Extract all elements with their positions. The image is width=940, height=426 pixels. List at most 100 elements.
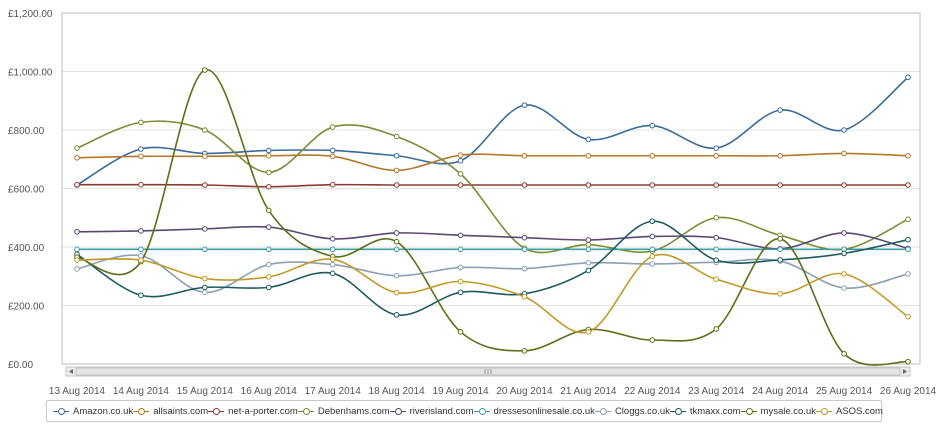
data-point[interactable] (393, 167, 400, 174)
data-point[interactable] (393, 182, 400, 188)
data-point[interactable] (329, 270, 336, 277)
data-point[interactable] (393, 133, 400, 140)
data-point[interactable] (265, 274, 272, 280)
data-point[interactable] (393, 246, 400, 253)
data-point[interactable] (585, 152, 592, 159)
data-point[interactable] (138, 153, 144, 160)
data-point[interactable] (521, 234, 528, 241)
data-point[interactable] (841, 271, 847, 277)
data-point[interactable] (202, 226, 208, 232)
data-point[interactable] (393, 272, 400, 279)
legend-item[interactable]: Cloggs.co.uk (594, 406, 670, 417)
data-point[interactable] (841, 182, 847, 188)
data-point[interactable] (585, 267, 592, 274)
data-point[interactable] (649, 182, 656, 188)
data-point[interactable] (202, 289, 208, 296)
data-point[interactable] (138, 257, 144, 263)
data-point[interactable] (457, 246, 464, 253)
data-point[interactable] (457, 152, 464, 158)
data-point[interactable] (585, 329, 592, 335)
legend-item[interactable]: tkmaxx.com (669, 406, 741, 417)
data-point[interactable] (265, 183, 272, 190)
data-point[interactable] (713, 234, 720, 241)
data-point[interactable] (265, 246, 272, 253)
data-point[interactable] (329, 261, 336, 268)
data-point[interactable] (777, 236, 783, 242)
data-point[interactable] (521, 152, 528, 159)
data-point[interactable] (265, 147, 272, 154)
data-point[interactable] (138, 181, 144, 188)
data-point[interactable] (713, 257, 720, 263)
data-point[interactable] (905, 152, 911, 159)
legend-item[interactable]: mysale.co.uk (740, 406, 816, 417)
data-point[interactable] (265, 169, 272, 176)
data-point[interactable] (393, 312, 400, 318)
data-point[interactable] (457, 289, 464, 296)
data-point[interactable] (393, 152, 400, 159)
data-point[interactable] (457, 278, 464, 285)
data-point[interactable] (585, 259, 592, 266)
data-point[interactable] (841, 350, 847, 357)
data-point[interactable] (74, 246, 80, 253)
data-point[interactable] (649, 261, 656, 267)
data-point[interactable] (585, 136, 592, 143)
data-point[interactable] (649, 218, 656, 225)
data-point[interactable] (202, 127, 208, 133)
data-point[interactable] (585, 241, 592, 248)
data-point[interactable] (585, 182, 592, 188)
data-point[interactable] (905, 236, 911, 243)
data-point[interactable] (202, 284, 208, 291)
data-point[interactable] (777, 257, 783, 263)
data-point[interactable] (777, 107, 783, 113)
data-point[interactable] (457, 329, 464, 335)
legend-item[interactable]: Amazon.co.uk (53, 406, 133, 417)
legend-item[interactable]: allsaints.com (133, 406, 208, 417)
data-point[interactable] (649, 246, 656, 253)
legend-item[interactable]: ASOS.com (815, 406, 883, 417)
data-point[interactable] (329, 147, 336, 154)
data-point[interactable] (905, 313, 911, 320)
data-point[interactable] (841, 285, 847, 291)
legend-item[interactable]: dressesonlinesale.co.uk (473, 406, 595, 417)
data-point[interactable] (329, 153, 336, 160)
legend-item[interactable]: riverisland.com (389, 406, 474, 417)
data-point[interactable] (649, 233, 656, 240)
data-point[interactable] (329, 236, 336, 242)
data-point[interactable] (649, 122, 656, 129)
data-point[interactable] (74, 257, 80, 263)
data-point[interactable] (777, 182, 783, 188)
data-point[interactable] (329, 124, 336, 130)
legend-item[interactable]: Debenhams.com (297, 406, 390, 417)
data-point[interactable] (457, 182, 464, 188)
data-point[interactable] (649, 152, 656, 159)
data-point[interactable] (265, 207, 272, 214)
data-point[interactable] (138, 119, 144, 126)
data-point[interactable] (649, 337, 656, 343)
data-point[interactable] (713, 246, 720, 253)
legend-item[interactable]: net-a-porter.com (208, 406, 298, 417)
data-point[interactable] (521, 293, 528, 300)
data-point[interactable] (713, 182, 720, 188)
data-point[interactable] (457, 157, 464, 164)
data-point[interactable] (521, 102, 528, 108)
data-point[interactable] (841, 127, 847, 133)
data-point[interactable] (265, 261, 272, 268)
data-point[interactable] (265, 224, 272, 230)
data-point[interactable] (202, 182, 208, 188)
data-point[interactable] (585, 246, 592, 253)
data-point[interactable] (393, 230, 400, 236)
data-point[interactable] (713, 214, 720, 221)
data-point[interactable] (905, 271, 911, 277)
horizontal-scrollbar[interactable] (65, 366, 911, 377)
data-point[interactable] (265, 284, 272, 291)
data-point[interactable] (905, 358, 911, 365)
data-point[interactable] (138, 246, 144, 253)
data-point[interactable] (138, 228, 144, 234)
data-point[interactable] (777, 246, 783, 253)
data-point[interactable] (202, 67, 208, 73)
data-point[interactable] (138, 292, 144, 299)
data-point[interactable] (202, 246, 208, 253)
data-point[interactable] (265, 152, 272, 159)
data-point[interactable] (457, 232, 464, 239)
data-point[interactable] (521, 348, 528, 354)
